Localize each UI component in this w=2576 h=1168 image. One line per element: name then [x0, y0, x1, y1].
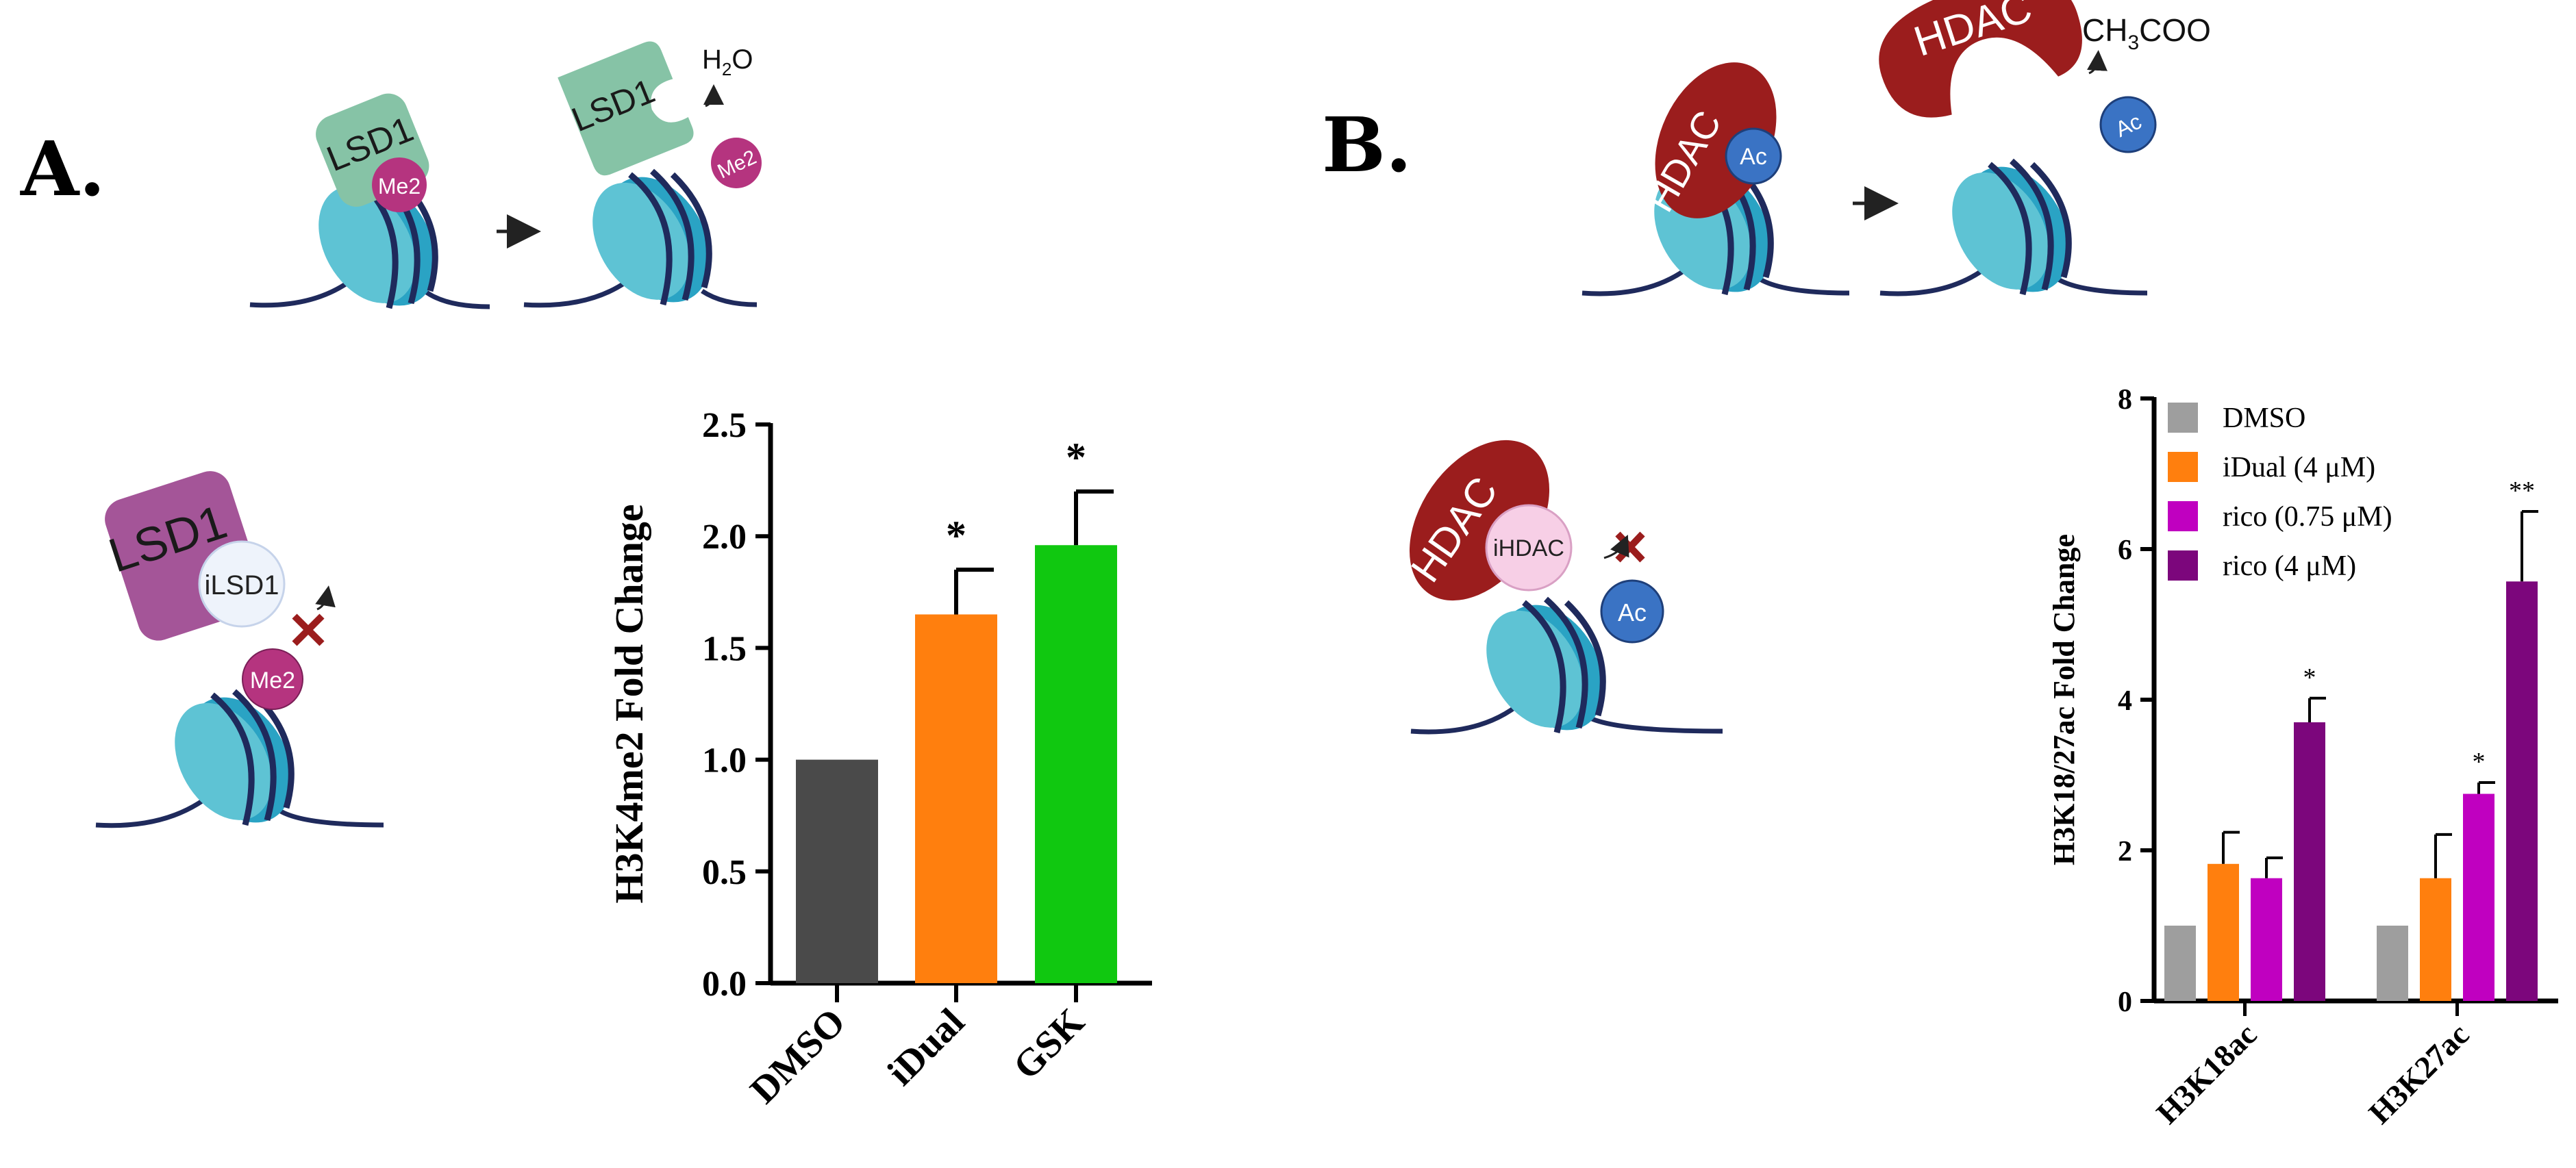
ac-mark-icon: [1725, 127, 1782, 185]
chart-a-y-axis-label: H3K4me2 Fold Change: [607, 504, 651, 903]
chart-a-y-tick-label: 0.5: [702, 853, 747, 892]
me2-label: Me2: [378, 174, 421, 199]
chart-a-y-tick-label: 0.0: [702, 965, 747, 1004]
ihdac-label: iHDAC: [1493, 535, 1564, 561]
chart-a-y-tick-label: 1.5: [702, 629, 747, 668]
ilsd1-label: iLSD1: [205, 570, 279, 600]
ac-label: Ac: [1740, 144, 1767, 170]
me2-inhibited-label: Me2: [250, 668, 295, 694]
chart-a-bar-idual: [915, 614, 997, 983]
chart-a-y-tick-label: 1.0: [702, 741, 747, 780]
blocked-arrow-b-icon: [1603, 535, 1629, 559]
chart-a-significance-marker: *: [1066, 435, 1086, 480]
chart-b-legend-label-1: iDual (4 μM): [2223, 452, 2375, 483]
chart-a-y-tick-label: 2.5: [702, 406, 747, 445]
me2-released-icon: [711, 138, 762, 188]
chart-b-significance-marker: *: [2473, 748, 2486, 776]
hdac-free-enzyme-icon: HDAC: [1879, 0, 2082, 118]
chart-b-significance-marker: **: [2509, 477, 2535, 505]
chart-b-bar-h3k18ac-series-1: [2208, 863, 2239, 1001]
chart-b-bar-h3k18ac-series-0: [2164, 926, 2196, 1001]
lsd1-free-enzyme-icon: LSD1: [558, 41, 694, 176]
hdac-bound-illustration: HDAC Ac: [1581, 62, 1850, 310]
lsd1-inhibited-illustration: LSD1 iLSD1 Me2: [95, 471, 384, 841]
ilsd1-inhibitor-icon: [198, 540, 286, 628]
hdac-released-illustration: HDAC Ac CH3COO: [1879, 0, 2211, 311]
ac-inhibited-label: Ac: [1618, 598, 1647, 626]
chart-b-y-tick-label: 6: [2118, 535, 2132, 566]
chart-b-legend-label-3: rico (4 μM): [2223, 550, 2356, 582]
chart-b-y-tick-label: 2: [2118, 836, 2132, 867]
me2-inhibited-icon: [242, 648, 303, 710]
acetate-byproduct-label: CH3COO: [2082, 12, 2211, 54]
chart-b-bar-h3k27ac-series-3: [2506, 581, 2538, 1001]
chart-b-significance-marker: *: [2303, 663, 2316, 692]
chart-a-x-tick-label: DMSO: [742, 1000, 854, 1112]
ac-inhibited-icon: [1600, 579, 1664, 644]
chart-b-legend-swatch-2: [2168, 501, 2198, 531]
chart-a-x-tick-label: iDual: [879, 1000, 973, 1093]
lsd1-bound-illustration: LSD1 Me2: [249, 93, 490, 325]
chart-b-y-tick-label: 4: [2118, 685, 2132, 717]
blocked-x-icon: [292, 613, 325, 646]
me2-mark-icon: [372, 157, 427, 212]
chart-b-x-tick-label: H3K27ac: [2362, 1017, 2475, 1130]
chart-b-y-axis-label: H3K18/27ac Fold Change: [2047, 534, 2081, 865]
chart-a-h3k4me2: 0.0 0.5 1.0 1.5 2.0 2.5 H3K4me2 Fold Change DMS…: [607, 406, 1152, 1112]
chart-b-bar-h3k27ac-series-1: [2420, 878, 2451, 1001]
chart-b-y-tick-label: 0: [2118, 987, 2132, 1018]
chart-a-x-tick-label: GSK: [1005, 1000, 1093, 1088]
lsd1-released-illustration: LSD1 Me2 H2O: [523, 41, 762, 321]
panel-b-label: B.: [1322, 101, 1412, 189]
panel-a-label: A.: [20, 125, 105, 213]
chart-b-x-tick-label: H3K18ac: [2149, 1017, 2263, 1130]
ac-released-icon: [2099, 96, 2157, 153]
chart-b-bar-h3k27ac-series-2: [2463, 794, 2494, 1001]
chart-b-legend-swatch-3: [2168, 550, 2198, 581]
chart-b-legend-label-0: DMSO: [2223, 403, 2305, 434]
chart-b-y-tick-label: 8: [2118, 384, 2132, 416]
hdac-inhibited-illustration: HDAC iHDAC Ac: [1402, 440, 1723, 749]
chart-b-legend-swatch-1: [2168, 452, 2198, 482]
chart-a-y-tick-label: 2.0: [702, 518, 747, 557]
chart-b-legend-swatch-0: [2168, 403, 2198, 433]
water-arrow-icon: [703, 84, 724, 107]
chart-a-bar-dmso: [796, 759, 878, 983]
chart-b-legend-label-2: rico (0.75 μM): [2223, 501, 2392, 533]
blocked-arrow-icon: [315, 585, 336, 611]
chart-b-bar-h3k27ac-series-0: [2377, 926, 2408, 1001]
chart-b-bar-h3k18ac-series-2: [2251, 878, 2282, 1001]
acetate-arrow-icon: [2086, 50, 2108, 75]
chart-a-bar-gsk: [1035, 545, 1117, 983]
ihdac-inhibitor-icon: [1485, 504, 1573, 592]
chart-b-bar-h3k18ac-series-3: [2294, 722, 2325, 1001]
water-byproduct-label: H2O: [702, 45, 753, 79]
chart-a-significance-marker: *: [946, 513, 966, 558]
